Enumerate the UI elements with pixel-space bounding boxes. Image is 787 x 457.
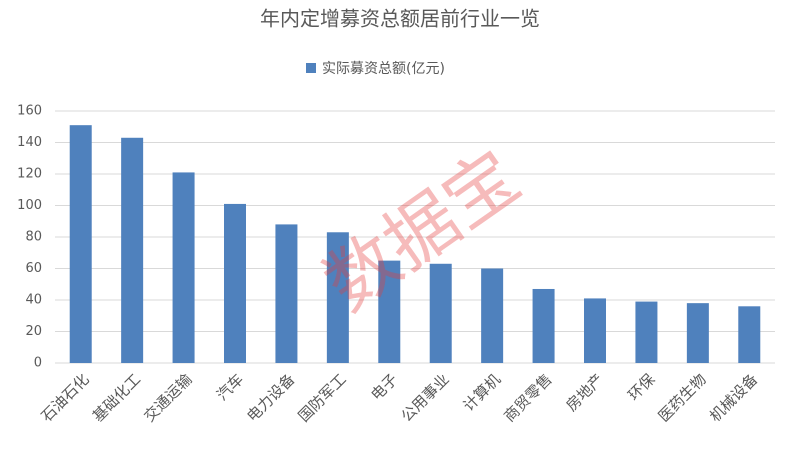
y-tick-label: 140 (17, 135, 42, 150)
x-tick-label: 汽车 (213, 370, 247, 404)
x-tick-label: 医药生物 (655, 370, 710, 425)
x-tick-label: 房地产 (562, 370, 607, 415)
y-tick-label: 40 (25, 293, 42, 308)
x-tick-label: 电子 (367, 370, 401, 404)
x-tick-label: 商贸零售 (500, 370, 555, 425)
x-tick-label: 环保 (624, 370, 658, 404)
y-tick-label: 20 (25, 324, 42, 339)
bar (686, 303, 709, 363)
bar (378, 260, 401, 363)
bar (532, 288, 555, 363)
x-tick-label: 石油石化 (38, 370, 93, 425)
bar (635, 301, 658, 363)
x-tick-label: 交通运输 (140, 370, 195, 425)
x-tick-label: 机械设备 (706, 370, 761, 425)
y-tick-label: 160 (17, 104, 42, 119)
x-tick-label: 计算机 (460, 370, 505, 415)
x-tick-label: 电力设备 (243, 370, 298, 425)
bar (69, 125, 92, 363)
bar (429, 263, 452, 363)
x-tick-label: 国防军工 (295, 370, 350, 425)
legend-swatch (306, 63, 316, 73)
bar (326, 232, 349, 363)
legend-label: 实际募资总额(亿元) (322, 61, 445, 77)
chart-title: 年内定增募资总额居前行业一览 (260, 7, 540, 31)
y-tick-label: 100 (17, 198, 42, 213)
x-tick-label: 公用事业 (398, 370, 453, 425)
bar (172, 172, 195, 363)
bar (481, 268, 504, 363)
bar (738, 306, 761, 363)
y-tick-label: 80 (25, 230, 42, 245)
bar (224, 203, 246, 363)
bar (275, 224, 298, 363)
x-tick-label: 基础化工 (89, 370, 144, 425)
y-tick-label: 120 (17, 167, 42, 182)
y-tick-label: 0 (34, 356, 42, 371)
y-tick-label: 60 (25, 261, 42, 276)
bar (121, 137, 144, 363)
bar (584, 298, 606, 363)
